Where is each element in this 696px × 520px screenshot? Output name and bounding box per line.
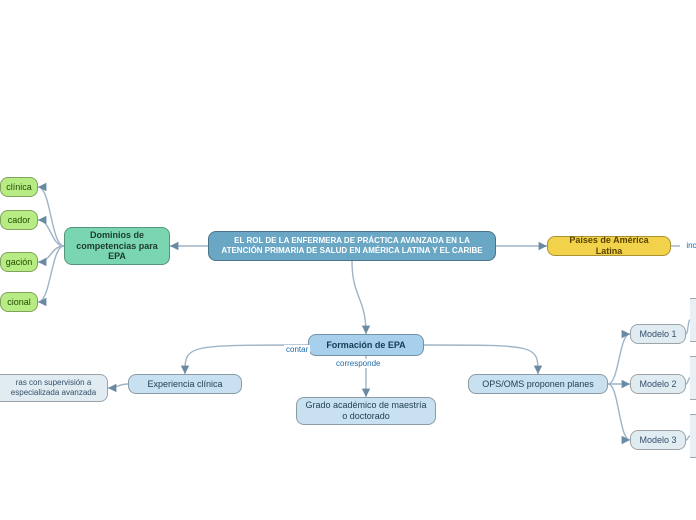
node-incor: incor <box>680 240 696 252</box>
edge <box>108 384 128 388</box>
node-relacional: cional <box>0 292 38 312</box>
edge-label-corresponde: corresponde <box>334 359 382 368</box>
node-m3: Modelo 3 <box>630 430 686 450</box>
edge <box>38 246 64 302</box>
node-dominios: Dominios de competencias para EPA <box>64 227 170 265</box>
edge <box>352 261 366 334</box>
node-big2 <box>690 356 696 400</box>
node-big3 <box>690 414 696 458</box>
node-educador: cador <box>0 210 38 230</box>
node-root: EL ROL DE LA ENFERMERA DE PRÁCTICA AVANZ… <box>208 231 496 261</box>
node-investigacion: gación <box>0 252 38 272</box>
edge <box>608 334 630 384</box>
node-clinica: clínica <box>0 177 38 197</box>
edge <box>38 220 64 246</box>
edge <box>424 345 538 374</box>
node-experiencia: Experiencia clínica <box>128 374 242 394</box>
node-formacion: Formación de EPA <box>308 334 424 356</box>
node-big1 <box>690 298 696 342</box>
edge <box>38 187 64 246</box>
edge-label-contar: contar <box>284 345 310 354</box>
node-horas: ras con supervisión a especializada avan… <box>0 374 108 402</box>
node-ops: OPS/OMS proponen planes <box>468 374 608 394</box>
edge <box>608 384 630 440</box>
node-grado: Grado académico de maestría o doctorado <box>296 397 436 425</box>
node-m1: Modelo 1 <box>630 324 686 344</box>
edge <box>38 246 64 262</box>
node-paises: Países de América Latina <box>547 236 671 256</box>
node-m2: Modelo 2 <box>630 374 686 394</box>
